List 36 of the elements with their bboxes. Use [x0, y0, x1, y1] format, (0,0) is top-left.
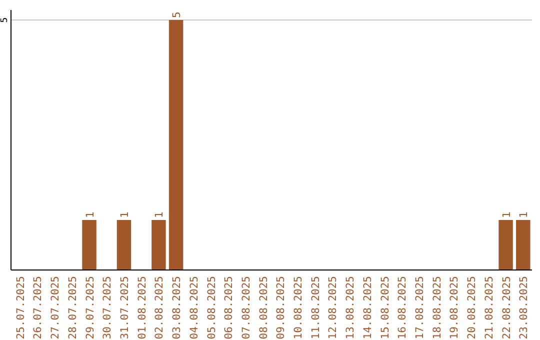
x-tick-label: 10.08.2025	[292, 276, 305, 340]
x-tick-label: 06.08.2025	[223, 276, 236, 340]
data-label: 1	[154, 212, 166, 218]
x-tick-label: 13.08.2025	[344, 276, 357, 340]
x-tick-label: 20.08.2025	[466, 276, 478, 340]
data-label: 1	[84, 212, 96, 218]
x-tick-label: 09.08.2025	[275, 276, 288, 340]
x-tick-label: 14.08.2025	[362, 276, 374, 340]
data-label: 1	[518, 212, 530, 218]
x-tick-label: 29.07.2025	[84, 276, 96, 340]
x-tick-label: 22.08.2025	[500, 276, 513, 340]
x-tick-label: 05.08.2025	[206, 276, 218, 340]
x-tick-label: 31.07.2025	[118, 276, 131, 340]
x-tick-label: 01.08.2025	[136, 276, 148, 340]
x-tick-label: 27.07.2025	[50, 276, 62, 340]
x-tick-label: 21.08.2025	[483, 276, 496, 340]
data-label: 5	[171, 12, 184, 18]
x-tick-label: 07.08.2025	[240, 276, 252, 340]
x-tick-label: 02.08.2025	[154, 276, 166, 340]
x-tick-label: 04.08.2025	[188, 276, 200, 340]
data-label: 1	[500, 212, 513, 218]
x-tick-label: 17.08.2025	[414, 276, 426, 340]
x-tick-label: 18.08.2025	[431, 276, 444, 340]
x-tick-label: 08.08.2025	[258, 276, 270, 340]
x-tick-label: 16.08.2025	[396, 276, 409, 340]
x-tick-label: 11.08.2025	[310, 276, 322, 340]
x-tick-label: 28.07.2025	[66, 276, 79, 340]
x-tick-label: 03.08.2025	[171, 276, 184, 340]
x-tick-label: 23.08.2025	[518, 276, 530, 340]
x-tick-label: 30.07.2025	[102, 276, 114, 340]
x-tick-label: 26.07.2025	[32, 276, 44, 340]
x-tick-label: 12.08.2025	[327, 276, 340, 340]
data-label: 1	[118, 212, 131, 218]
x-tick-label: 25.07.2025	[14, 276, 27, 340]
x-tick-label: 15.08.2025	[379, 276, 392, 340]
x-tick-label: 19.08.2025	[448, 276, 461, 340]
